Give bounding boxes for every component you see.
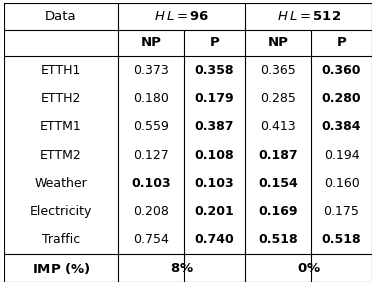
Text: 0.384: 0.384 bbox=[322, 120, 361, 133]
Text: 0.127: 0.127 bbox=[133, 148, 169, 162]
Text: Weather: Weather bbox=[35, 177, 87, 190]
Text: Data: Data bbox=[45, 10, 77, 23]
Text: ETTM1: ETTM1 bbox=[40, 120, 82, 133]
Text: $\mathit{H\,L}=$$\mathbf{512}$: $\mathit{H\,L}=$$\mathbf{512}$ bbox=[277, 10, 341, 23]
Text: 0.740: 0.740 bbox=[195, 233, 234, 246]
Text: ETTH1: ETTH1 bbox=[41, 64, 81, 77]
Text: $\mathbf{8\%}$: $\mathbf{8\%}$ bbox=[170, 262, 194, 274]
Text: 0.285: 0.285 bbox=[260, 92, 296, 105]
Text: 0.365: 0.365 bbox=[260, 64, 296, 77]
Text: $\mathit{H\,L}=$$\mathbf{96}$: $\mathit{H\,L}=$$\mathbf{96}$ bbox=[154, 10, 209, 23]
Text: 0.518: 0.518 bbox=[258, 233, 298, 246]
Text: 0.518: 0.518 bbox=[322, 233, 361, 246]
Text: NP: NP bbox=[141, 36, 161, 49]
Text: P: P bbox=[337, 36, 346, 49]
Text: 0.175: 0.175 bbox=[324, 205, 359, 218]
Text: Traffic: Traffic bbox=[42, 233, 80, 246]
Text: 0.559: 0.559 bbox=[133, 120, 169, 133]
Text: 0.169: 0.169 bbox=[258, 205, 298, 218]
Text: 0.358: 0.358 bbox=[195, 64, 234, 77]
Text: 0.103: 0.103 bbox=[131, 177, 171, 190]
Text: 0.180: 0.180 bbox=[133, 92, 169, 105]
Text: ETTH2: ETTH2 bbox=[41, 92, 81, 105]
Text: 0.280: 0.280 bbox=[322, 92, 361, 105]
Text: 0.194: 0.194 bbox=[324, 148, 359, 162]
Text: 0.373: 0.373 bbox=[133, 64, 169, 77]
Text: 0.387: 0.387 bbox=[195, 120, 234, 133]
Text: 0.179: 0.179 bbox=[195, 92, 234, 105]
Text: $\mathbf{IMP\ (\%)}$: $\mathbf{IMP\ (\%)}$ bbox=[32, 260, 90, 276]
Text: ETTM2: ETTM2 bbox=[40, 148, 82, 162]
Text: Electricity: Electricity bbox=[30, 205, 92, 218]
Text: P: P bbox=[209, 36, 219, 49]
Text: 0.201: 0.201 bbox=[195, 205, 234, 218]
Text: 0.360: 0.360 bbox=[322, 64, 361, 77]
Text: 0.208: 0.208 bbox=[133, 205, 169, 218]
Text: 0.160: 0.160 bbox=[324, 177, 359, 190]
Text: 0.413: 0.413 bbox=[260, 120, 296, 133]
Text: 0.187: 0.187 bbox=[258, 148, 298, 162]
Text: 0.103: 0.103 bbox=[195, 177, 234, 190]
Text: 0.108: 0.108 bbox=[195, 148, 234, 162]
Text: 0.154: 0.154 bbox=[258, 177, 298, 190]
Text: NP: NP bbox=[268, 36, 288, 49]
Text: 0.754: 0.754 bbox=[133, 233, 169, 246]
Text: $\mathbf{0\%}$: $\mathbf{0\%}$ bbox=[297, 262, 321, 274]
